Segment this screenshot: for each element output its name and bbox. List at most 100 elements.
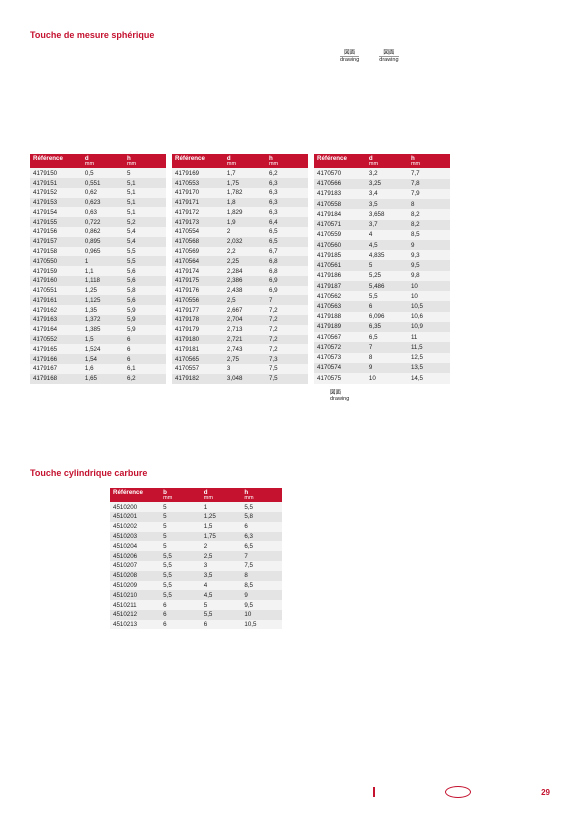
- table-cell: 4510206: [110, 551, 160, 561]
- table-cell: 1,1: [82, 266, 124, 276]
- table-row: 451021265,510: [110, 610, 282, 620]
- table-cell: 4179177: [172, 305, 224, 315]
- table-cell: 4170556: [172, 295, 224, 305]
- table-cell: 1,25: [82, 286, 124, 296]
- table-cell: 10,5: [241, 620, 282, 630]
- table-cell: 2,25: [224, 256, 266, 266]
- table-cell: 2,713: [224, 325, 266, 335]
- table-cell: 4170557: [172, 364, 224, 374]
- bottom-caption-l2: drawing: [330, 396, 349, 402]
- table-cell: 11,5: [408, 342, 450, 352]
- table-cell: 3,2: [366, 168, 408, 178]
- table-cell: 7,2: [266, 315, 308, 325]
- caption-a-main: 図面: [344, 50, 355, 56]
- table-cell: 4510208: [110, 571, 160, 581]
- top-captions: 図面 drawing 図面 drawing: [340, 50, 550, 64]
- table-cell: 5,1: [124, 188, 166, 198]
- table-cell: 4179166: [30, 354, 82, 364]
- table-cell: 1,75: [201, 532, 242, 542]
- table-cell: 0,722: [82, 217, 124, 227]
- table-row: 4170572711,5: [314, 342, 450, 352]
- table-cell: 4179168: [30, 374, 82, 384]
- table-cell: 7: [241, 551, 282, 561]
- table-cell: 6: [366, 301, 408, 311]
- table-row: 41791752,3866,9: [172, 276, 308, 286]
- table-cell: 0,862: [82, 227, 124, 237]
- th-b: bmm: [160, 488, 201, 503]
- table-row: 41791792,7137,2: [172, 325, 308, 335]
- table-cell: 4179162: [30, 305, 82, 315]
- table-row: 41791500,55: [30, 168, 166, 178]
- table-cell: 5,5: [160, 561, 201, 571]
- table-cell: 4179156: [30, 227, 82, 237]
- table-cell: 7,2: [266, 325, 308, 335]
- page-number: 29: [541, 788, 550, 797]
- table-cell: 3,7: [366, 220, 408, 230]
- table-row: 41705652,757,3: [172, 354, 308, 364]
- table-cell: 6,3: [266, 188, 308, 198]
- table-cell: 8: [408, 199, 450, 209]
- table-cell: 4179182: [172, 374, 224, 384]
- caption-a-sub: drawing: [340, 56, 359, 63]
- table-cell: 4170563: [314, 301, 366, 311]
- table-row: 41791550,7225,2: [30, 217, 166, 227]
- table-row: 41791621,355,9: [30, 305, 166, 315]
- table-cell: 4170551: [30, 286, 82, 296]
- table-cell: 6: [160, 600, 201, 610]
- table-cell: 4179188: [314, 312, 366, 322]
- th-d: dmm: [366, 154, 408, 169]
- table-cell: 9,8: [408, 271, 450, 281]
- table-cell: 4179158: [30, 247, 82, 257]
- table-cell: 6: [124, 354, 166, 364]
- th-ref: Référence: [172, 154, 224, 169]
- table-cell: 6: [201, 620, 242, 630]
- table-cell: 13,5: [408, 363, 450, 373]
- table-row: 41705703,27,7: [314, 168, 450, 178]
- table-row: 41791833,47,9: [314, 189, 450, 199]
- table-row: 4170573812,5: [314, 353, 450, 363]
- table-cell: 4510201: [110, 512, 160, 522]
- table-d: Référence bmm dmm hmm 4510200515,5451020…: [110, 488, 282, 630]
- table-b: Référence dmm hmm 41791691,76,241705531,…: [172, 154, 308, 384]
- table-cell: 8,2: [408, 209, 450, 219]
- table-cell: 6,2: [266, 168, 308, 178]
- table-row: 4510200515,5: [110, 502, 282, 512]
- tables-row-1: Référence dmm hmm 41791500,5541791510,55…: [30, 154, 550, 384]
- table-cell: 4179189: [314, 322, 366, 332]
- table-cell: 4179170: [172, 188, 224, 198]
- table-cell: 4170567: [314, 332, 366, 342]
- table-cell: 4170565: [172, 354, 224, 364]
- table-cell: 1,75: [224, 178, 266, 188]
- table-row: 41791711,86,3: [172, 198, 308, 208]
- table-cell: 2,721: [224, 335, 266, 345]
- table-cell: 7,2: [266, 305, 308, 315]
- table-cell: 5,8: [241, 512, 282, 522]
- table-cell: 2: [224, 227, 266, 237]
- table-cell: 9,5: [408, 260, 450, 270]
- table-row: 451020251,56: [110, 522, 282, 532]
- caption-b-sub: drawing: [379, 56, 398, 63]
- table-cell: 5,5: [201, 610, 242, 620]
- table-cell: 2,743: [224, 344, 266, 354]
- table-cell: 3: [224, 364, 266, 374]
- table-cell: 8,5: [241, 581, 282, 591]
- table-cell: 4179161: [30, 295, 82, 305]
- table-cell: 2,75: [224, 354, 266, 364]
- table-row: 41705676,511: [314, 332, 450, 342]
- table-row: 41791601,1185,6: [30, 276, 166, 286]
- table-row: 41705682,0326,5: [172, 237, 308, 247]
- table-cell: 6,9: [266, 276, 308, 286]
- table-cell: 0,965: [82, 247, 124, 257]
- table-cell: 8: [241, 571, 282, 581]
- table-row: 41791812,7437,2: [172, 344, 308, 354]
- table-row: 41791641,3855,9: [30, 325, 166, 335]
- th-ref: Référence: [314, 154, 366, 169]
- table-cell: 4179175: [172, 276, 224, 286]
- table-cell: 0,62: [82, 188, 124, 198]
- table-row: 41705663,257,8: [314, 179, 450, 189]
- table-cell: 7,3: [266, 354, 308, 364]
- table-row: 41705562,57: [172, 295, 308, 305]
- table-cell: 6,8: [266, 266, 308, 276]
- table-cell: 4170562: [314, 291, 366, 301]
- table-cell: 10: [408, 281, 450, 291]
